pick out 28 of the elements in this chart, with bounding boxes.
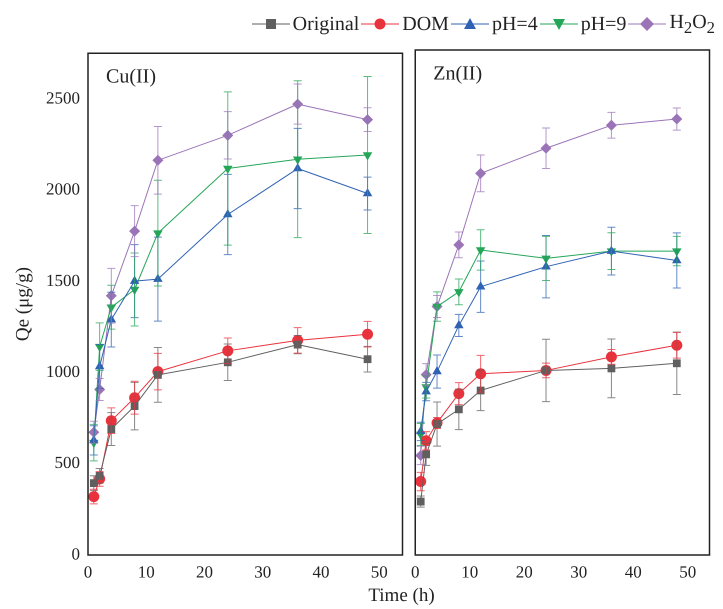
legend-label: pH=9 — [580, 12, 626, 36]
x-tick-label: 30 — [254, 562, 272, 582]
x-tick-label: 50 — [679, 562, 696, 582]
x-axis-title: Time (h) — [367, 585, 436, 607]
text: Zn(II) — [433, 62, 482, 84]
y-tick-label: 0 — [72, 544, 80, 564]
x-tick-label: 40 — [312, 562, 330, 582]
x-tick-label: 0 — [411, 562, 420, 582]
x-tick-label: 10 — [461, 562, 478, 582]
x-tick-label: 50 — [370, 562, 388, 582]
text: Cu(II) — [106, 65, 156, 88]
y-tick-label: 500 — [54, 453, 80, 472]
y-tick-label: 1500 — [46, 270, 80, 290]
y-tick-label: 2000 — [46, 180, 80, 199]
legend-label: DOM — [402, 12, 449, 36]
x-tick-label: 0 — [84, 562, 92, 582]
x-tick-label: 20 — [196, 562, 213, 582]
legend-label: pH=4 — [492, 12, 538, 36]
y-tick-label: 2500 — [46, 88, 80, 108]
y-tick-label: 1000 — [46, 362, 80, 381]
legend-label: Original — [292, 12, 360, 36]
point — [608, 364, 616, 372]
x-tick-label: 20 — [516, 562, 533, 582]
x-tick-label: 10 — [138, 562, 155, 582]
x-tick-label: 40 — [624, 562, 642, 582]
legend-label: H$_{2}$O$_{2}$ — [669, 10, 715, 38]
x-tick-label: 30 — [570, 562, 588, 582]
y-axis-title: Qe (μg/g) — [12, 267, 34, 342]
